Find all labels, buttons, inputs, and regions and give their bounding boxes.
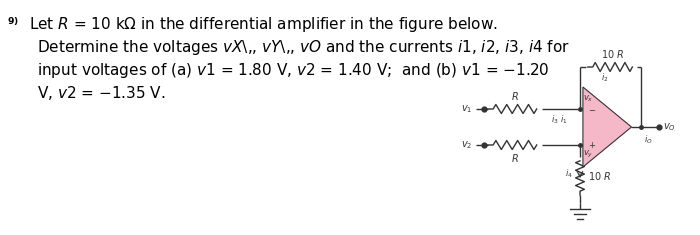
Text: $-$: $-$ — [588, 105, 596, 114]
Text: $i_4$: $i_4$ — [566, 168, 573, 180]
Text: $+$: $+$ — [588, 140, 596, 150]
Text: $R$: $R$ — [511, 90, 519, 102]
Text: $v_2$: $v_2$ — [461, 139, 473, 151]
Text: $v_x$: $v_x$ — [583, 94, 594, 104]
Polygon shape — [583, 87, 631, 167]
Text: $i_1$: $i_1$ — [560, 113, 568, 125]
Text: Determine the voltages $vX$\,, $vY$\,, $vO$ and the currents $i1$, $i2$, $i3$, $: Determine the voltages $vX$\,, $vY$\,, $… — [37, 38, 570, 57]
Text: $v_1$: $v_1$ — [461, 103, 473, 115]
Text: $v_y$: $v_y$ — [583, 149, 594, 160]
Text: $i_3$: $i_3$ — [551, 113, 559, 125]
Text: $_{\mathbf{9)}}$: $_{\mathbf{9)}}$ — [7, 15, 19, 28]
Text: $i_2$: $i_2$ — [601, 71, 608, 83]
Text: Let $R$ = 10 k$\Omega$ in the differential amplifier in the figure below.: Let $R$ = 10 k$\Omega$ in the differenti… — [29, 15, 498, 34]
Text: $i_O$: $i_O$ — [644, 133, 653, 145]
Text: $R$: $R$ — [511, 152, 519, 164]
Text: $v_O$: $v_O$ — [663, 121, 676, 133]
Text: input voltages of (a) $v1$ = 1.80 V, $v2$ = 1.40 V;  and (b) $v1$ = $-$1.20: input voltages of (a) $v1$ = 1.80 V, $v2… — [37, 61, 550, 80]
Text: V, $v2$ = $-$1.35 V.: V, $v2$ = $-$1.35 V. — [37, 84, 165, 102]
Text: $10\ R$: $10\ R$ — [588, 170, 611, 182]
Text: $10\ R$: $10\ R$ — [601, 48, 624, 60]
